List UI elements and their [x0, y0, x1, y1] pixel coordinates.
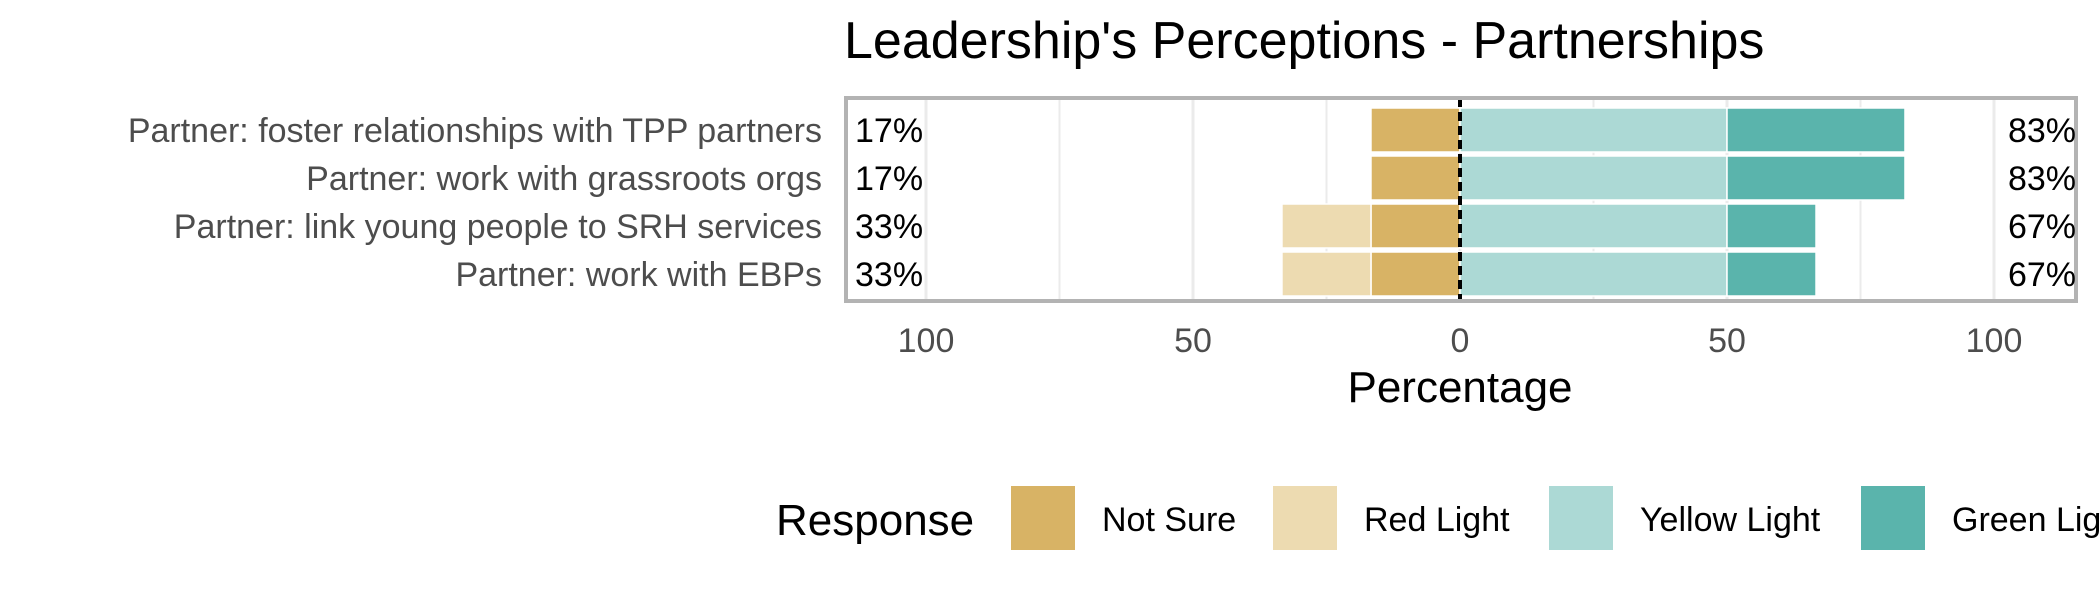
right-percent-label: 83%	[2008, 160, 2076, 198]
y-axis-label: Partner: work with EBPs	[455, 256, 822, 294]
x-tick-label: 0	[1451, 322, 1470, 360]
y-axis-label: Partner: work with grassroots orgs	[306, 160, 822, 198]
y-axis-label: Partner: foster relationships with TPP p…	[128, 112, 822, 150]
legend: Response Not Sure Red Light Yellow Light Gr…	[776, 484, 2100, 552]
legend-key	[1547, 484, 1615, 552]
x-axis-title: Percentage	[1347, 363, 1572, 412]
bar-not-sure	[1370, 203, 1461, 249]
legend-key	[1271, 484, 1339, 552]
x-tick-label: 50	[1708, 322, 1746, 360]
legend-title: Response	[776, 496, 974, 545]
bar-not-sure	[1370, 107, 1461, 153]
bar-not-sure	[1370, 251, 1461, 297]
bar-red-light	[1281, 251, 1372, 297]
bar-green-light	[1726, 107, 1906, 153]
y-axis-label: Partner: link young people to SRH servic…	[174, 208, 822, 246]
legend-key	[1009, 484, 1077, 552]
bar-group	[1281, 107, 1906, 297]
x-tick-label: 100	[898, 322, 955, 360]
bar-red-light	[1281, 203, 1372, 249]
plot-border	[844, 96, 2078, 303]
x-axis-tick-labels: 100 50 0 50 100	[898, 322, 2023, 360]
legend-label: Not Sure	[1102, 501, 1236, 539]
x-tick-label: 50	[1174, 322, 1212, 360]
percent-labels: 17% 83% 17% 83% 33% 67% 33% 67%	[855, 112, 2076, 294]
left-percent-label: 33%	[855, 208, 923, 246]
bar-green-light	[1726, 155, 1906, 201]
bar-not-sure	[1370, 155, 1461, 201]
bar-green-light	[1726, 203, 1817, 249]
legend-label: Yellow Light	[1640, 501, 1821, 539]
y-axis-labels: Partner: foster relationships with TPP p…	[128, 112, 822, 294]
left-percent-label: 17%	[855, 160, 923, 198]
left-percent-label: 17%	[855, 112, 923, 150]
bar-yellow-light	[1459, 251, 1728, 297]
bar-yellow-light	[1459, 107, 1728, 153]
legend-label: Red Light	[1364, 501, 1510, 539]
chart-title: Leadership's Perceptions - Partnerships	[844, 12, 1764, 70]
left-percent-label: 33%	[855, 256, 923, 294]
bar-green-light	[1726, 251, 1817, 297]
right-percent-label: 67%	[2008, 208, 2076, 246]
legend-label: Green Light	[1952, 501, 2100, 539]
x-tick-label: 100	[1966, 322, 2023, 360]
legend-key	[1859, 484, 1927, 552]
right-percent-label: 67%	[2008, 256, 2076, 294]
bar-yellow-light	[1459, 203, 1728, 249]
right-percent-label: 83%	[2008, 112, 2076, 150]
bar-yellow-light	[1459, 155, 1728, 201]
